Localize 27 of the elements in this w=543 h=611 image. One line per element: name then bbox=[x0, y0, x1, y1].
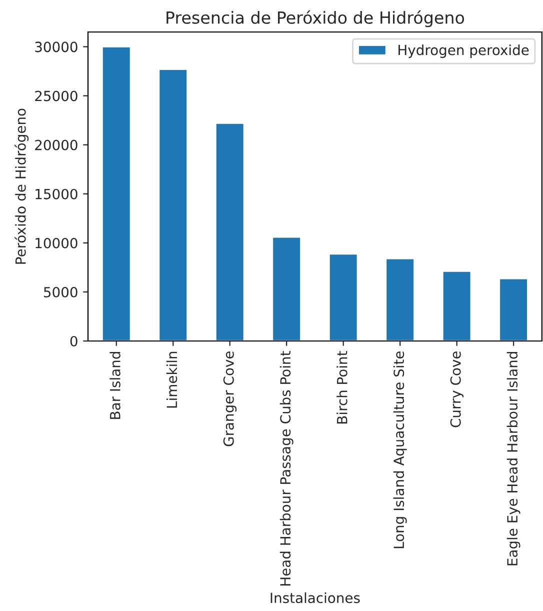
x-tick-label: Limekiln bbox=[166, 352, 178, 408]
x-tick-label: Birch Point bbox=[336, 351, 348, 424]
bar bbox=[385, 258, 415, 341]
y-tick-label: 30000 bbox=[35, 42, 78, 52]
y-tick-label: 15000 bbox=[36, 188, 78, 200]
y-tick-label: 5000 bbox=[44, 286, 78, 298]
x-tick-label: Eagle Eye Head Harbour Island bbox=[506, 352, 520, 566]
x-axis-title: Instalaciones bbox=[270, 592, 360, 604]
bar bbox=[272, 236, 302, 341]
y-tick-label: 0 bbox=[70, 336, 78, 346]
bar bbox=[158, 68, 188, 341]
bar bbox=[214, 122, 245, 341]
y-tick-label: 25000 bbox=[35, 90, 78, 102]
bar bbox=[328, 253, 358, 341]
bar bbox=[101, 46, 132, 341]
bar bbox=[498, 278, 528, 341]
bar bbox=[442, 270, 472, 341]
legend-label: Hydrogen peroxide bbox=[398, 44, 529, 58]
chart-title: Presencia de Peróxido de Hidrógeno bbox=[166, 10, 464, 28]
y-tick-label: 10000 bbox=[36, 238, 78, 248]
y-axis-title: Peróxido de Hidrógeno bbox=[14, 108, 29, 264]
x-tick-label: Head Harbour Passage Cubs Point bbox=[280, 351, 294, 586]
x-tick-label: Curry Cove bbox=[450, 351, 464, 428]
x-tick-label: Bar Island bbox=[110, 352, 120, 419]
y-tick-label: 20000 bbox=[35, 140, 78, 150]
x-tick-label: Long Island Aquaculture Site bbox=[393, 351, 407, 548]
x-tick-label: Granger Cove bbox=[223, 351, 237, 446]
